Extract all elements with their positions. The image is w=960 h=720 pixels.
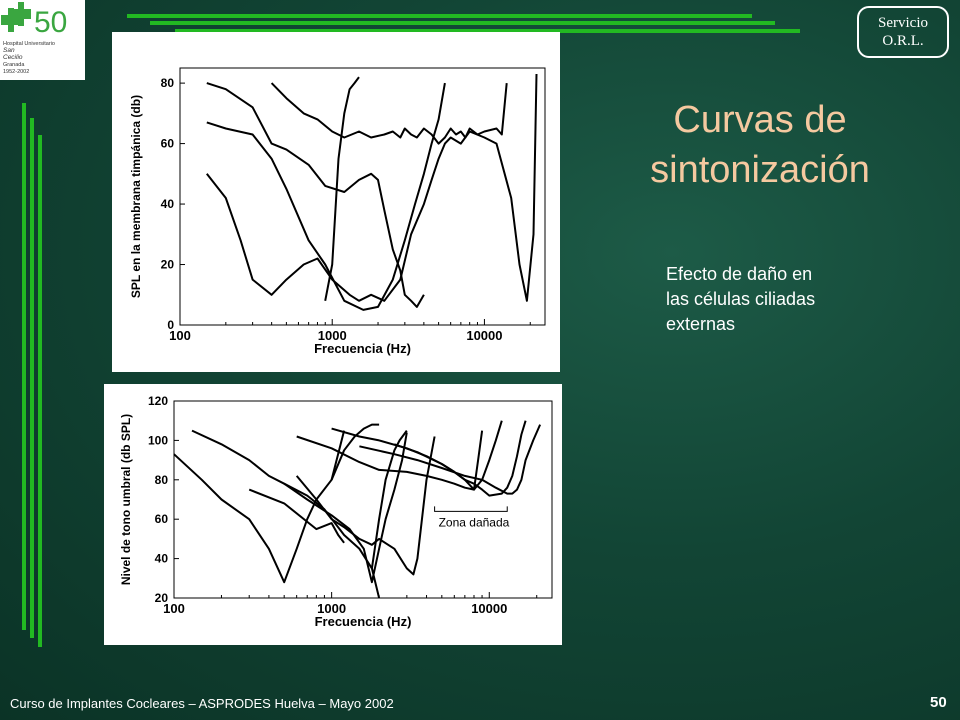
plot-frame <box>179 67 546 326</box>
y-tick-label: 100 <box>148 433 168 447</box>
tuning-curves-chart-top: 100 1000 10000 0 20 40 60 80 Frecuencia (Hz) SPL … <box>129 67 546 356</box>
plot-frame <box>173 400 553 599</box>
tuning-curve-line <box>270 82 508 145</box>
logo-hospital-line: Hospital Universitario <box>3 41 55 47</box>
y-tick-label: 120 <box>148 394 168 408</box>
x-tick-label: 10000 <box>466 328 502 343</box>
logo-number: 50 <box>34 6 67 39</box>
y-tick-label: 40 <box>161 197 175 211</box>
top-line-2 <box>150 21 775 25</box>
tuning-curve-line <box>248 488 345 544</box>
left-line-1 <box>22 103 26 630</box>
tuning-curves-figure-bottom: 100 1000 10000 20 40 60 80 100 120 Frecuencia (Hz… <box>104 384 562 645</box>
tuning-curve-line <box>206 73 538 302</box>
subtitle-line: las células ciliadas <box>666 289 816 309</box>
y-axis-label: SPL en la membrana timpánica (db) <box>129 95 143 298</box>
left-line-2 <box>30 118 34 638</box>
tuning-curve-line <box>295 436 436 576</box>
servicio-orl-badge: Servicio O.R.L. <box>857 6 949 58</box>
y-tick-label: 60 <box>155 512 169 526</box>
hospital-logo: 50 Hospital Universitario San Cecilio Gr… <box>0 0 85 80</box>
tuning-curve-line <box>191 429 381 599</box>
y-tick-label: 80 <box>155 473 169 487</box>
damaged-zone-bracket <box>434 506 508 512</box>
y-tick-label: 0 <box>167 318 174 332</box>
x-tick-label: 1000 <box>317 601 346 616</box>
subtitle-line: externas <box>666 314 736 334</box>
tuning-curve-line <box>296 420 503 491</box>
x-axis-label: Frecuencia (Hz) <box>315 614 412 629</box>
footer-text: Curso de Implantes Cocleares – ASPRODES … <box>10 696 394 711</box>
left-line-3 <box>38 135 42 647</box>
tuning-curves-figure-top: 100 1000 10000 0 20 40 60 80 Frecuencia (Hz) SPL … <box>112 32 560 372</box>
y-tick-label: 40 <box>155 552 169 566</box>
x-tick-label: 100 <box>163 601 185 616</box>
tuning-curve-line <box>359 424 542 495</box>
x-tick-label: 1000 <box>318 328 347 343</box>
logo-name-line1: San <box>3 47 15 54</box>
top-line-1 <box>127 14 752 18</box>
tuning-curve-line <box>330 423 380 481</box>
hospital-logo-graphic: 50 Hospital Universitario San Cecilio Gr… <box>1 2 67 75</box>
damaged-zone-label: Zona dañada <box>439 515 510 529</box>
tuning-curves-chart-bottom: 100 1000 10000 20 40 60 80 100 120 Frecuencia (Hz… <box>119 394 553 629</box>
logo-years: 1952-2002 <box>3 69 29 75</box>
x-axis-label: Frecuencia (Hz) <box>314 341 411 356</box>
y-tick-label: 60 <box>161 137 175 151</box>
tuning-curve-line <box>206 82 446 311</box>
green-cross-icon <box>1 2 31 32</box>
slide-title-line2: sintonización <box>650 149 870 191</box>
slide-subtitle: Efecto de daño en las células ciliadas e… <box>666 262 886 337</box>
y-tick-label: 80 <box>161 76 175 90</box>
y-tick-label: 20 <box>155 591 169 605</box>
tuning-curve-line <box>206 82 425 308</box>
y-axis-label: Nivel de tono umbral (db SPL) <box>119 414 133 585</box>
servicio-line2: O.R.L. <box>882 33 924 49</box>
slide-title: Curvas de sintonización <box>610 95 910 195</box>
servicio-line1: Servicio <box>878 15 928 31</box>
tuning-curve-line <box>370 430 408 569</box>
tuning-curve-line <box>173 430 346 584</box>
slide-title-line1: Curvas de <box>673 99 847 141</box>
y-tick-label: 20 <box>161 258 175 272</box>
x-tick-label: 10000 <box>471 601 507 616</box>
logo-name-line2: Cecilio <box>3 54 23 61</box>
tuning-curve-line <box>324 76 360 301</box>
page-number: 50 <box>930 694 947 711</box>
logo-city: Granada <box>3 62 25 68</box>
tuning-curve-line <box>394 430 484 491</box>
subtitle-line: Efecto de daño en <box>666 264 813 284</box>
top-line-3 <box>175 29 800 33</box>
x-tick-label: 100 <box>169 328 191 343</box>
